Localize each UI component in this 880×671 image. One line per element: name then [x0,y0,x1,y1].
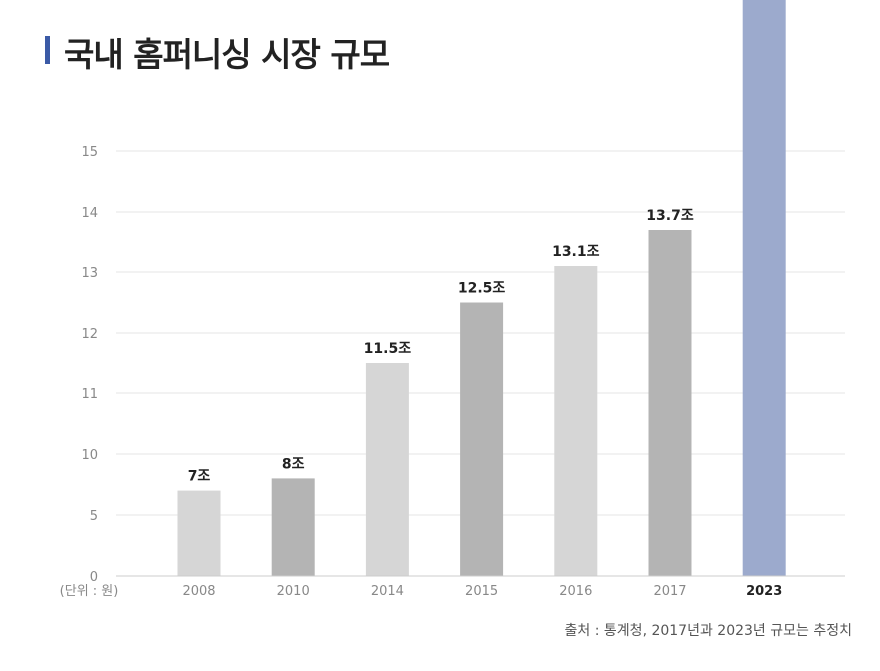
data-label-2014: 11.5조 [364,341,412,357]
data-label-2008: 7조 [188,469,211,485]
x-tick-label-2010: 2010 [277,584,310,599]
source-note: 출처 : 통계청, 2017년과 2023년 규모는 추정치 [564,623,852,639]
title-accent-bar [45,36,50,64]
grid-lines [116,150,845,516]
bar-2023 [742,0,786,576]
bars [177,0,786,576]
y-tick-label: 15 [81,145,98,160]
bar-2014 [365,363,409,576]
x-tick-label-2014: 2014 [371,584,404,599]
bar-2015 [460,302,504,576]
bar-2016 [554,266,598,576]
x-axis-ticks: 2008 2010 2014 2015 2016 2017 2023 [182,584,782,599]
y-tick-label: 13 [81,266,98,281]
y-tick-label: 12 [81,327,98,342]
bar-2008 [177,490,221,576]
y-tick-label: 5 [90,509,98,524]
y-tick-label: 10 [81,448,98,463]
y-tick-label: 14 [81,206,98,221]
data-label-2010: 8조 [282,456,305,472]
bar-2010 [271,478,315,576]
y-tick-label: 11 [81,387,98,402]
bar-2017 [648,230,692,576]
x-tick-label-2008: 2008 [182,584,215,599]
data-label-2017: 13.7조 [646,208,694,224]
x-tick-label-2016: 2016 [559,584,592,599]
x-tick-label-2017: 2017 [653,584,686,599]
unit-label: (단위 : 원) [60,584,119,599]
x-tick-label-2023: 2023 [746,584,782,599]
x-tick-label-2015: 2015 [465,584,498,599]
y-axis-ticks: 0 5 10 11 12 13 14 15 [81,145,98,585]
data-label-2016: 13.1조 [552,244,600,260]
data-label-2015: 12.5조 [458,281,506,297]
y-tick-label: 0 [90,570,98,585]
chart-title: 국내 홈퍼니싱 시장 규모 [64,35,390,74]
